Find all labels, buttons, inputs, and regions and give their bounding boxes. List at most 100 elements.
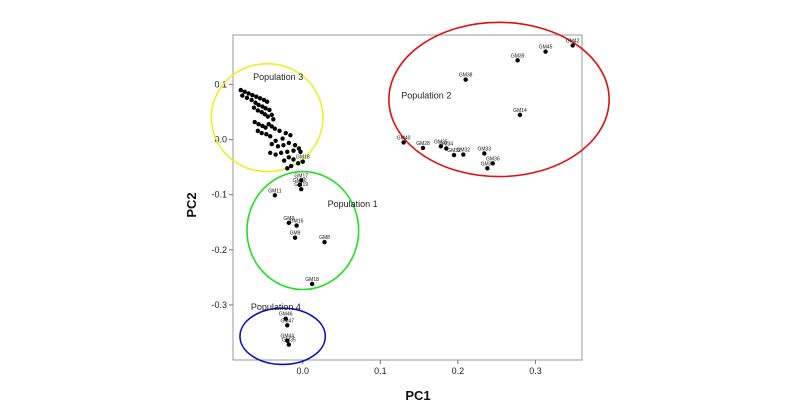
- data-point: [263, 106, 268, 111]
- data-point: [401, 140, 406, 145]
- y-tick-label: -0.3: [211, 300, 227, 310]
- data-point: [299, 187, 304, 192]
- data-point: [515, 58, 520, 63]
- data-point: [285, 166, 290, 171]
- data-point: [259, 109, 264, 115]
- data-point: [273, 138, 278, 143]
- data-point: [251, 105, 257, 110]
- data-point: [281, 158, 287, 163]
- data-point: [254, 94, 259, 99]
- data-point: [262, 112, 267, 117]
- data-point: [272, 126, 278, 131]
- data-point: [240, 93, 245, 98]
- data-point: [420, 145, 426, 151]
- point-label: GM20: [293, 178, 307, 184]
- data-point: [244, 95, 250, 100]
- point-label: GM28: [416, 141, 430, 147]
- x-axis-ticks: 0.0 0.1 0.2 0.3: [297, 360, 542, 376]
- y-tick-label: 0.1: [214, 80, 227, 90]
- population-1-label: Population 1: [328, 199, 378, 209]
- data-point: [255, 108, 261, 113]
- point-label: GM39: [511, 53, 525, 59]
- point-label: GM18: [305, 277, 319, 283]
- data-point: [268, 134, 273, 139]
- data-point: [288, 133, 293, 138]
- data-point: [271, 117, 276, 122]
- data-point: [252, 119, 257, 125]
- data-point: [286, 220, 292, 226]
- data-point: [291, 148, 296, 153]
- data-point: [463, 77, 468, 82]
- data-point: [297, 182, 302, 188]
- point-label: GM38: [459, 73, 473, 79]
- data-point: [278, 150, 284, 156]
- population-3-label: Population 3: [253, 72, 303, 82]
- data-point: [309, 281, 315, 287]
- data-point: [269, 141, 274, 147]
- data-point: [517, 112, 523, 118]
- y-tick-label: -0.1: [211, 190, 227, 200]
- data-point: [253, 100, 258, 105]
- data-point: [242, 89, 247, 94]
- data-point: [281, 142, 286, 148]
- data-point: [250, 92, 255, 98]
- data-point: [543, 49, 548, 54]
- point-label: GM8: [319, 235, 330, 241]
- population-groups: Population 1 Population 2 Population 3 Popu…: [210, 21, 610, 366]
- x-tick-label: 0.1: [374, 366, 387, 376]
- data-point: [264, 131, 269, 137]
- data-point: [294, 223, 299, 228]
- data-point: [286, 155, 292, 160]
- point-label: GM33: [477, 146, 491, 152]
- data-point: [267, 107, 272, 113]
- data-point: [269, 124, 274, 129]
- data-point: [288, 163, 294, 169]
- point-label: GM47: [280, 318, 294, 324]
- data-point: [246, 91, 251, 96]
- data-point: [490, 161, 496, 166]
- data-point: [256, 102, 261, 108]
- data-point: [263, 125, 268, 130]
- data-point: [249, 97, 254, 103]
- data-point: [283, 130, 288, 136]
- data-point: [299, 178, 304, 183]
- data-point: [257, 96, 263, 101]
- data-point: [264, 99, 270, 104]
- data-point: [322, 239, 327, 245]
- data-point: [285, 323, 290, 328]
- point-label: GM40: [397, 135, 411, 141]
- data-point: [259, 130, 264, 136]
- population-4-label: Population 4: [251, 302, 301, 312]
- data-point: [277, 128, 282, 134]
- data-point: [266, 122, 271, 127]
- data-point: [268, 150, 273, 156]
- data-point: [438, 144, 444, 149]
- data-point: [461, 152, 466, 157]
- plot-frame: [232, 34, 583, 361]
- y-tick-label: 0.0: [214, 135, 227, 145]
- y-axis-label: PC2: [184, 192, 199, 217]
- data-point: [482, 151, 487, 156]
- point-label: GM46: [279, 312, 293, 318]
- point-label: GM45: [539, 45, 553, 51]
- population-1-ellipse: [246, 170, 360, 291]
- point-label: GM14: [513, 108, 527, 114]
- data-point: [280, 136, 285, 141]
- y-tick-label: -0.2: [211, 245, 227, 255]
- data-point: [273, 152, 278, 157]
- x-tick-label: 0.3: [529, 366, 542, 376]
- data-point: [286, 140, 292, 146]
- point-label: GM19: [294, 182, 308, 188]
- data-point: [256, 122, 261, 127]
- data-point: [238, 87, 243, 93]
- data-point: [265, 114, 271, 119]
- data-point: [300, 159, 305, 164]
- data-point: [292, 235, 298, 240]
- point-label: GM34: [439, 141, 453, 147]
- point-label: GM11: [268, 188, 281, 194]
- data-point: [451, 152, 457, 158]
- x-tick-label: 0.2: [452, 366, 465, 376]
- data-point: [296, 146, 302, 151]
- point-label: GM32: [457, 148, 471, 154]
